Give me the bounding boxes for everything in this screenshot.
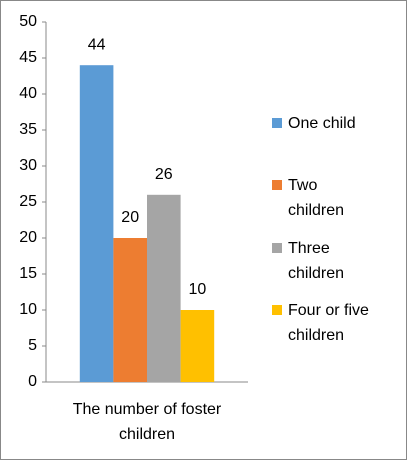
y-tick-label: 5 [28,337,37,354]
legend-swatch [272,117,282,128]
bar [79,65,114,382]
data-label: 44 [88,36,106,53]
y-tick-label: 15 [19,265,37,282]
legend-label: Three children [288,240,345,282]
bar [147,194,181,382]
y-tick-label: 30 [19,157,37,174]
y-tick-label: 10 [19,301,37,318]
y-tick-label: 45 [19,49,37,66]
y-tick-label: 35 [19,121,37,138]
data-label: 10 [189,281,207,298]
legend-swatch [272,180,282,190]
y-tick-label: 0 [28,373,37,390]
y-tick-label: 25 [19,193,37,210]
legend-swatch [272,305,282,315]
legend-label: Four or five children [288,302,369,344]
bar [180,310,215,382]
x-tick-label: The number of foster children [72,401,222,443]
data-label: 20 [121,209,139,226]
y-tick-label: 50 [19,13,37,30]
legend-label: Two children [288,177,345,219]
bar [113,238,147,382]
legend-swatch [272,243,282,253]
y-tick-label: 40 [19,85,37,102]
data-label: 26 [155,166,173,183]
legend-label: One child [288,114,356,132]
y-tick-label: 20 [19,229,37,246]
